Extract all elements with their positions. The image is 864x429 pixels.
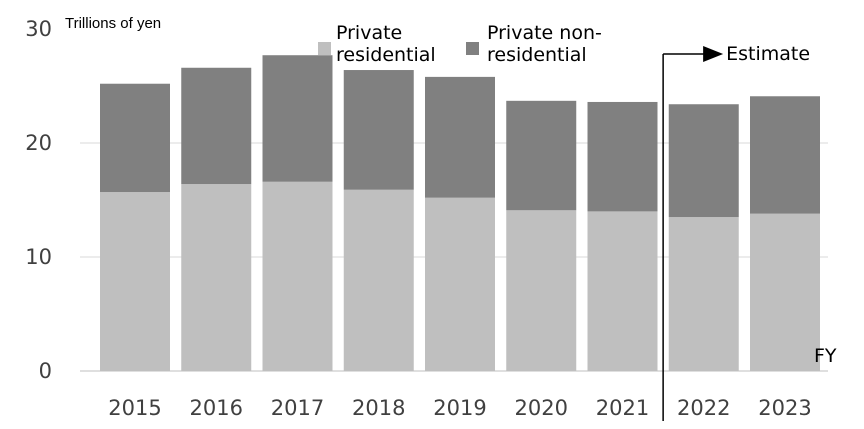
bar-2018-series-0 — [343, 189, 414, 371]
x-axis-label: FY — [814, 345, 837, 367]
bar-2015-series-0 — [100, 192, 170, 371]
x-tick-label-2019: 2019 — [433, 396, 486, 420]
x-tick-label-2023: 2023 — [758, 396, 811, 420]
estimate-label: Estimate — [726, 43, 810, 65]
y-tick-label-20: 20 — [25, 131, 52, 155]
estimate-annotation: Estimate — [662, 43, 810, 421]
estimate-arrowhead — [703, 46, 724, 62]
x-tick-label-2020: 2020 — [515, 396, 568, 420]
bar-2015-series-1 — [100, 83, 170, 193]
bars — [100, 55, 820, 371]
bar-2016-series-0 — [181, 184, 252, 371]
legend-label-private-non-residential-line1: Private non- — [487, 22, 602, 44]
bar-2022-series-0 — [668, 217, 739, 371]
bar-2022-series-1 — [668, 104, 739, 218]
legend-label-private-non-residential: Private non- residential — [487, 22, 608, 66]
legend-swatch-private-residential — [318, 42, 331, 55]
x-tick-label-2018: 2018 — [352, 396, 405, 420]
bar-2018-series-1 — [343, 70, 414, 190]
y-tick-label-30: 30 — [25, 17, 52, 41]
bar-2023-series-1 — [750, 96, 820, 214]
x-tick-label-2016: 2016 — [190, 396, 243, 420]
bar-2017-series-0 — [262, 181, 333, 371]
bar-2021-series-1 — [587, 101, 658, 212]
bar-2019-series-0 — [425, 197, 495, 371]
y-axis-ticks: 0 10 20 30 — [25, 17, 52, 383]
legend-swatch-private-non-residential — [466, 42, 479, 55]
legend-label-private-residential-line1: Private — [336, 22, 402, 44]
y-tick-label-0: 0 — [39, 359, 52, 383]
x-tick-label-2015: 2015 — [108, 396, 161, 420]
legend-label-private-residential-line2: residential — [336, 44, 436, 66]
y-axis-unit-label: Trillions of yen — [65, 15, 161, 32]
x-tick-label-2017: 2017 — [271, 396, 324, 420]
bar-2020-series-1 — [506, 100, 577, 211]
bar-2019-series-1 — [425, 76, 495, 198]
bar-2023-series-0 — [750, 213, 820, 371]
bar-2021-series-0 — [587, 211, 658, 371]
x-axis-ticks: 2015 2016 2017 2018 2019 2020 2021 2022 2023 — [108, 396, 811, 420]
legend-label-private-residential: Private residential — [336, 22, 436, 66]
bar-2016-series-1 — [181, 67, 252, 185]
y-tick-label-10: 10 — [25, 245, 52, 269]
bar-2020-series-0 — [506, 210, 577, 371]
x-tick-label-2022: 2022 — [677, 396, 730, 420]
legend-label-private-non-residential-line2: residential — [487, 44, 587, 66]
x-tick-label-2021: 2021 — [596, 396, 649, 420]
bar-2017-series-1 — [262, 55, 333, 182]
legend: Private residential Private non- residen… — [318, 22, 608, 66]
